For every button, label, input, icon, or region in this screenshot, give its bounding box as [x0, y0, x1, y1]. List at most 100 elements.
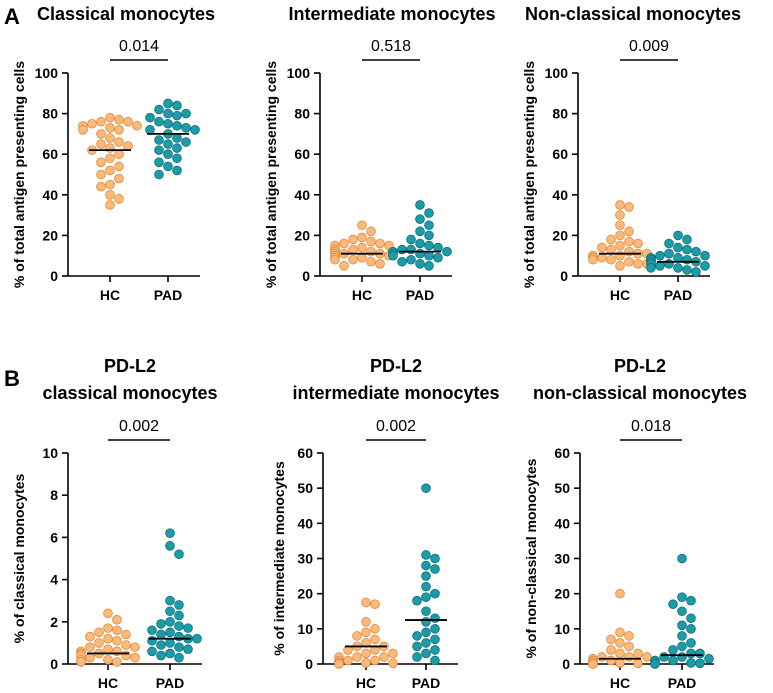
- chart-title: PD-L2: [614, 356, 666, 376]
- data-point-hc: [370, 599, 380, 610]
- data-point-hc: [588, 659, 598, 669]
- data-point-pad: [406, 254, 416, 265]
- y-tick-label: 0: [302, 268, 310, 284]
- data-point-hc: [114, 114, 124, 125]
- data-point-pad: [165, 648, 175, 659]
- x-tick-label: HC: [356, 675, 376, 691]
- data-point-pad: [163, 139, 173, 149]
- y-tick-label: 80: [42, 106, 58, 122]
- data-point-pad: [406, 244, 416, 255]
- chart-panel: PD-L2 classical monocytes 0 2 4 6 8 10 HC PAD % of…: [11, 356, 218, 691]
- x-tick-label: HC: [610, 675, 630, 691]
- data-point-hc: [114, 137, 124, 147]
- data-point-pad: [686, 658, 696, 668]
- p-value: 0.518: [371, 38, 411, 55]
- data-point-pad: [181, 108, 191, 119]
- data-point-hc: [348, 254, 358, 265]
- data-point-pad: [415, 248, 425, 259]
- data-point-hc: [348, 234, 358, 245]
- x-tick-label: PAD: [664, 287, 693, 303]
- data-point-hc: [112, 635, 122, 646]
- data-point-pad: [424, 250, 434, 261]
- data-point-pad: [695, 648, 705, 659]
- data-point-pad: [412, 641, 422, 652]
- chart-title: PD-L2: [104, 356, 156, 376]
- y-tick-label: 4: [50, 572, 58, 588]
- chart-panel: PD-L2 non-classical monocytes 0 10 20 30 40 50 6…: [523, 356, 747, 691]
- x-tick-label: PAD: [406, 287, 435, 303]
- data-point-pad: [677, 631, 687, 641]
- data-point-hc: [375, 238, 385, 249]
- data-point-pad: [424, 261, 434, 271]
- data-point-pad: [686, 595, 696, 606]
- y-tick-label: 60: [552, 146, 568, 162]
- data-point-hc: [633, 259, 643, 269]
- data-point-pad: [646, 263, 656, 273]
- data-point-hc: [361, 627, 371, 638]
- data-point-pad: [430, 645, 440, 655]
- data-point-pad: [172, 120, 182, 131]
- data-point-hc: [379, 652, 389, 662]
- data-point-pad: [682, 254, 692, 265]
- data-point-hc: [339, 261, 349, 271]
- chart-title: Intermediate monocytes: [288, 4, 495, 24]
- data-point-hc: [606, 634, 616, 645]
- data-point-pad: [695, 658, 705, 669]
- data-point-hc: [615, 658, 625, 668]
- data-point-hc: [633, 238, 643, 249]
- x-tick-label: PAD: [668, 675, 697, 691]
- chart-title: Classical monocytes: [37, 4, 215, 24]
- data-point-pad: [192, 633, 202, 644]
- p-value: 0.018: [631, 418, 671, 435]
- y-tick-label: 80: [552, 106, 568, 122]
- data-point-pad: [691, 267, 701, 277]
- y-tick-label: 80: [294, 106, 310, 122]
- data-point-hc: [105, 179, 115, 190]
- data-point-pad: [181, 123, 191, 133]
- data-point-pad: [677, 620, 687, 631]
- data-point-hc: [87, 118, 97, 129]
- data-point-hc: [361, 648, 371, 659]
- data-point-pad: [430, 553, 440, 564]
- data-point-hc: [85, 631, 95, 642]
- data-point-hc: [624, 202, 634, 212]
- data-point-pad: [424, 230, 434, 241]
- data-point-hc: [130, 642, 140, 652]
- data-point-hc: [94, 627, 104, 638]
- data-point-pad: [174, 642, 184, 652]
- data-point-pad: [421, 550, 431, 560]
- data-point-pad: [174, 621, 184, 631]
- y-tick-label: 10: [554, 621, 570, 637]
- data-point-pad: [664, 248, 674, 259]
- data-point-hc: [348, 244, 358, 255]
- data-point-hc: [114, 173, 124, 184]
- data-point-pad: [664, 238, 674, 249]
- data-point-pad: [677, 652, 687, 662]
- data-point-pad: [156, 629, 166, 640]
- data-point-hc: [606, 244, 616, 255]
- data-point-pad: [174, 631, 184, 642]
- chart-panel: Non-classical monocytes 0 20 40 60 80 100 HC PAD…: [521, 4, 741, 303]
- data-point-hc: [103, 633, 113, 644]
- data-point-pad: [181, 137, 191, 147]
- data-point-hc: [352, 652, 362, 662]
- data-point-hc: [105, 200, 115, 210]
- data-point-hc: [352, 631, 362, 641]
- data-point-pad: [165, 606, 175, 617]
- y-tick-label: 20: [297, 586, 313, 602]
- y-tick-label: 40: [294, 187, 310, 203]
- data-point-pad: [190, 125, 200, 135]
- x-tick-label: HC: [352, 287, 372, 303]
- data-point-hc: [615, 200, 625, 210]
- data-point-hc: [597, 252, 607, 263]
- data-point-pad: [659, 652, 669, 662]
- data-point-pad: [174, 652, 184, 663]
- data-point-pad: [172, 133, 182, 143]
- data-point-hc: [76, 657, 86, 667]
- data-point-hc: [112, 646, 122, 657]
- data-point-pad: [421, 648, 431, 659]
- data-point-pad: [174, 610, 184, 621]
- data-point-pad: [677, 606, 687, 617]
- y-tick-label: 40: [552, 187, 568, 203]
- data-point-hc: [114, 194, 124, 204]
